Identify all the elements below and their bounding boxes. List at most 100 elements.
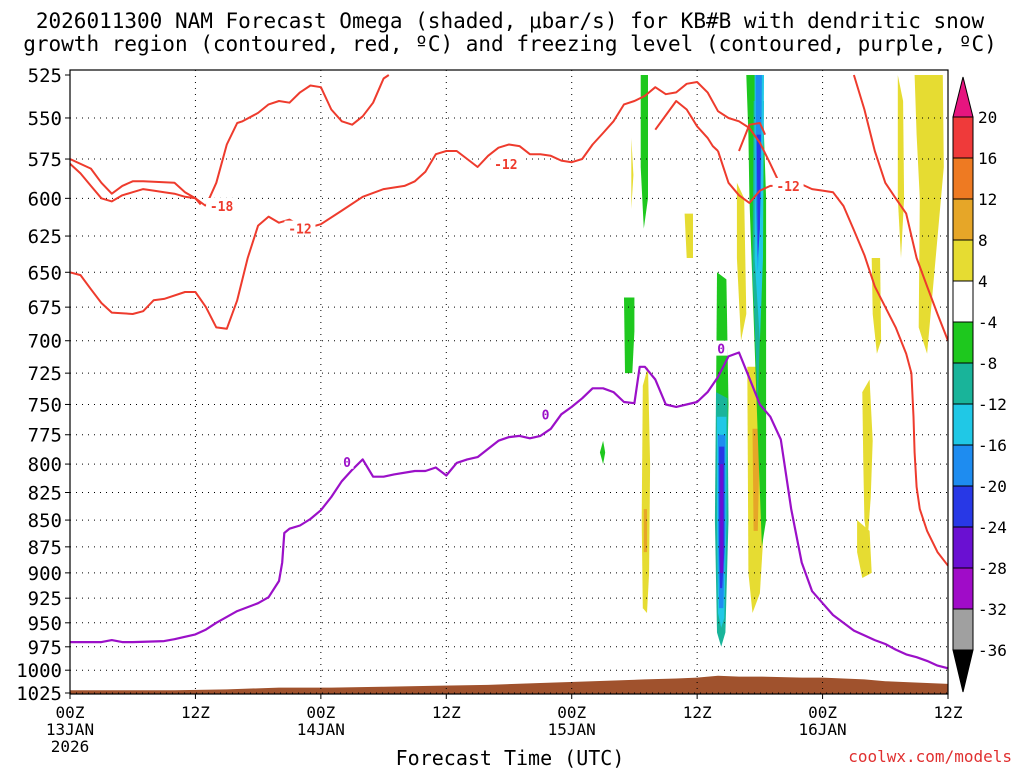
- x-tick-label: 14JAN: [297, 720, 345, 739]
- x-tick-label: 00Z: [557, 703, 586, 722]
- x-tick-label: 12Z: [934, 703, 963, 722]
- dendritic-contour-label-bg: [772, 177, 804, 193]
- plot-frame: [69, 69, 949, 695]
- omega-region-sinking-yellow-05z: [871, 258, 882, 354]
- x-tick-label: 12Z: [683, 703, 712, 722]
- dendritic-contour-line: [204, 74, 390, 207]
- dendritic-contours: [70, 74, 948, 567]
- x-tick-label: 12Z: [432, 703, 461, 722]
- colorbar-label: 8: [978, 231, 988, 250]
- omega-region-sinking-orange-14z: [643, 509, 647, 553]
- colorbar-label: -8: [978, 354, 997, 373]
- colorbar-bin: [952, 485, 974, 528]
- colorbar-bin: [952, 321, 974, 364]
- chart-title-line1: 2026011300 NAM Forecast Omega (shaded, μ…: [36, 9, 985, 33]
- freezing-contour-label-bg: [340, 453, 354, 469]
- dendritic-contour-label: -18: [210, 200, 234, 215]
- dendritic-contour-label-bg: [490, 155, 522, 171]
- y-tick-label: 1000: [16, 660, 62, 682]
- dendritic-contour-line: [738, 122, 767, 152]
- y-tick-label: 675: [28, 297, 62, 319]
- y-tick-label: 650: [28, 262, 62, 284]
- x-tick-label: 16JAN: [798, 720, 846, 739]
- dendritic-contour-line: [70, 163, 202, 206]
- dendritic-contour-label-bg: [206, 198, 238, 214]
- x-tick-label: 12Z: [181, 703, 210, 722]
- y-tick-label: 825: [28, 482, 62, 504]
- colorbar-label: -12: [978, 395, 1007, 414]
- x-tick-label: 00Z: [56, 703, 85, 722]
- colorbar-label: -24: [978, 518, 1007, 537]
- colorbar: 20 16 12 8 4 -4 -8 -12 -16 -20 -24 -28 -32 -36: [952, 76, 1007, 693]
- freezing-contours: [70, 351, 948, 670]
- omega-region-sinking-yellow-08z: [914, 75, 944, 354]
- y-tick-label: 600: [28, 188, 62, 210]
- dendritic-contour-label: -12: [776, 180, 799, 195]
- dendritic-contour-label: -12: [494, 158, 517, 173]
- colorbar-label: -28: [978, 559, 1007, 578]
- y-tick-label: 925: [28, 588, 62, 610]
- y-tick-label: 975: [28, 637, 62, 659]
- colorbar-top-arrow: [952, 76, 974, 118]
- dendritic-contour-line: [70, 81, 948, 567]
- omega-region-sinking-yellow-06z: [897, 75, 905, 258]
- freezing-contour-label: 0: [542, 408, 550, 423]
- y-tick-label: 800: [28, 454, 62, 476]
- freezing-contour-label: 0: [343, 456, 351, 471]
- dendritic-contour-line: [70, 158, 207, 207]
- colorbar-label: -16: [978, 436, 1007, 455]
- colorbar-label: -20: [978, 477, 1007, 496]
- colorbar-label: -4: [978, 313, 997, 332]
- y-tick-label: 575: [28, 149, 62, 171]
- terrain-fill: [70, 675, 948, 694]
- colorbar-bin: [952, 198, 974, 241]
- x-tick-label: 15JAN: [548, 720, 596, 739]
- x-tick-label: 2026: [51, 737, 90, 756]
- y-tick-label: 625: [28, 226, 62, 248]
- colorbar-label: 4: [978, 272, 988, 291]
- omega-region-sinking-yellow-18z: [736, 182, 747, 341]
- y-tick-label: 900: [28, 563, 62, 585]
- dendritic-contour-line: [717, 150, 781, 204]
- freezing-contour-label-bg: [714, 340, 728, 356]
- y-tick-label: 850: [28, 510, 62, 532]
- chart-title-line2: growth region (contoured, red, ºC) and f…: [23, 32, 997, 56]
- colorbar-bin: [952, 362, 974, 405]
- y-tick-label: 775: [28, 425, 62, 447]
- colorbar-bin: [952, 157, 974, 200]
- y-tick-label: 700: [28, 331, 62, 353]
- y-tick-label: 550: [28, 108, 62, 130]
- x-axis-label: Forecast Time (UTC): [396, 746, 625, 768]
- colorbar-bin: [952, 608, 974, 651]
- y-tick-label: 725: [28, 363, 62, 385]
- omega-region-rising-darkblue-21z: [756, 134, 761, 258]
- colorbar-bin: [952, 116, 974, 159]
- dendritic-contour-label: -12: [288, 223, 311, 238]
- colorbar-bin: [952, 444, 974, 487]
- freezing-contour-label: 0: [717, 343, 725, 358]
- y-tick-label: 750: [28, 394, 62, 416]
- contour-labels: -18 -12 -12 -12 0 0 0: [206, 155, 804, 471]
- dendritic-contour-line: [654, 100, 719, 152]
- y-tick-label: 950: [28, 613, 62, 635]
- omega-region-rising-violet-12z: [720, 464, 724, 573]
- colorbar-label: 16: [978, 149, 997, 168]
- omega-region-rising-green-13z: [640, 75, 648, 229]
- colorbar-bin: [952, 280, 974, 323]
- colorbar-label: -36: [978, 641, 1007, 660]
- y-tick-label: 525: [28, 65, 62, 87]
- colorbar-label: 12: [978, 190, 997, 209]
- omega-region-rising-green-10z: [624, 297, 635, 374]
- dendritic-contour-line: [852, 74, 948, 342]
- y-axis: 525 550 575 600 625 650 675 700 725 750 775 800 825 8…: [16, 65, 70, 705]
- x-tick-label: 00Z: [808, 703, 837, 722]
- omega-region-sinking-yellow-03z-right: [857, 520, 872, 578]
- colorbar-bin: [952, 567, 974, 610]
- omega-region-sinking-yellow-14z: [641, 366, 651, 613]
- y-tick-label: 875: [28, 537, 62, 559]
- omega-region-sinking-yellow-04z-tall: [862, 379, 873, 542]
- freezing-contour-label-bg: [539, 406, 553, 422]
- omega-shading: [599, 75, 944, 647]
- omega-region-sinking-orange-20z: [752, 428, 760, 531]
- x-tick-label: 13JAN: [46, 720, 94, 739]
